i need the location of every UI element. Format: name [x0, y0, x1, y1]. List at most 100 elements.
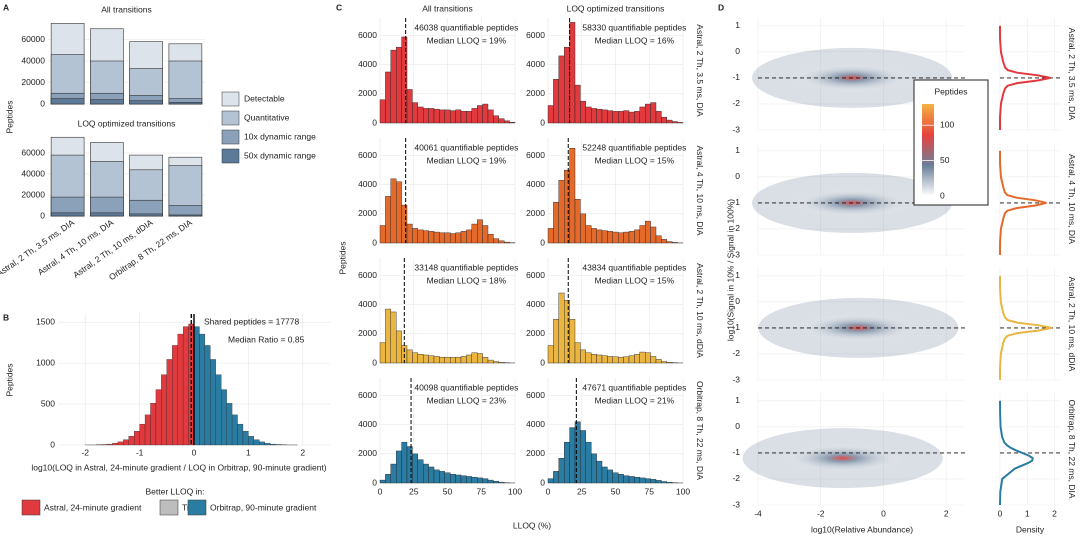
bar [90, 212, 124, 217]
row-label: Astral, 2 Th, 3.5 ms, DIA [1067, 28, 1077, 121]
histogram-bar [417, 229, 424, 244]
y-tick-label: 4000 [358, 299, 377, 309]
histogram-bar [493, 481, 499, 484]
histogram-bar [385, 308, 391, 364]
y-tick-label: 60000 [21, 147, 45, 157]
x-tick-label: 25 [577, 486, 587, 496]
histogram-bar [450, 357, 456, 364]
histogram-bar [460, 475, 467, 484]
y-tick-label: 1000 [36, 357, 55, 367]
histogram-bar [471, 476, 478, 484]
histogram-bar [433, 231, 440, 244]
histogram-bar [666, 119, 673, 124]
annotation: 46038 quantifiable peptides [414, 22, 518, 32]
histogram-bar [623, 356, 630, 364]
histogram-bar [612, 356, 619, 364]
histogram-bar [193, 326, 200, 446]
histogram-bar [509, 122, 516, 124]
histogram-bar [487, 234, 494, 244]
histogram-bar [634, 476, 641, 484]
histogram-bar [471, 108, 478, 124]
x-tick-label: 0 [192, 447, 197, 457]
x-tick-label: 2 [300, 447, 305, 457]
histogram-bar [477, 219, 483, 244]
row-label: Astral, 2 Th, 3.5 ms, DIA [695, 24, 705, 117]
histogram-bar [547, 105, 554, 124]
histogram-bar [612, 111, 619, 124]
histogram-bar [406, 223, 413, 244]
histogram-bar [412, 228, 418, 244]
y-tick-label: 0 [372, 357, 377, 367]
x-axis-label: Density [1016, 524, 1045, 534]
y-tick-label: -1 [732, 447, 740, 457]
histogram-bar [585, 225, 592, 244]
y-tick-label: 1 [735, 395, 740, 405]
histogram-bar [628, 476, 635, 484]
y-tick-label: 0 [735, 421, 740, 431]
histogram-bar [628, 355, 635, 364]
colorbar [922, 104, 934, 196]
histogram-bar [607, 110, 614, 124]
histogram-bar [666, 362, 673, 364]
colorbar-title: Peptides [934, 86, 967, 96]
histogram-bar [401, 204, 408, 244]
histogram-bar [385, 196, 391, 244]
histogram-bar [379, 342, 386, 364]
y-tick-label: 1 [735, 20, 740, 30]
y-tick-label: 2000 [358, 208, 377, 218]
histogram-bar [390, 463, 397, 484]
y-tick-label: -2 [732, 98, 740, 108]
y-tick-label: 1 [735, 270, 740, 280]
strip [690, 138, 708, 243]
row-label: Astral, 4 Th, 10 ms, DIA [1067, 154, 1077, 244]
y-tick-label: 4000 [526, 59, 545, 69]
histogram-bar [428, 231, 435, 244]
y-tick-label: 2000 [358, 328, 377, 338]
panel-label: C [336, 2, 342, 12]
histogram-bar [580, 430, 587, 484]
histogram-bar [564, 441, 570, 484]
y-tick-label: 2000 [358, 88, 377, 98]
x-tick-label: 100 [508, 486, 522, 496]
histogram-bar [460, 111, 467, 124]
histogram-bar [450, 233, 456, 244]
panel-label: B [3, 312, 9, 322]
histogram-bar [406, 89, 413, 124]
histogram-bar [455, 109, 462, 124]
annotation: 33148 quantifiable peptides [414, 262, 518, 272]
density-curve [999, 25, 1051, 131]
histogram-bar [450, 474, 456, 484]
x-tick-label: 1 [1025, 508, 1030, 518]
annotation: 47671 quantifiable peptides [582, 382, 686, 392]
histogram-bar [569, 148, 576, 244]
histogram-bar [591, 108, 597, 124]
x-tick-label: -1 [136, 447, 144, 457]
histogram-bar [482, 225, 489, 244]
histogram-bar [601, 355, 608, 364]
histogram-bar [139, 423, 146, 446]
histogram-bar [423, 354, 429, 364]
legend-label: 10x dynamic range [244, 131, 316, 141]
y-tick-label: 0 [735, 171, 740, 181]
y-tick-label: 4000 [358, 419, 377, 429]
histogram-bar [628, 231, 635, 244]
annotation: Median LLOQ = 16% [595, 35, 675, 45]
annotation: 52248 quantifiable peptides [582, 142, 686, 152]
histogram-bar [444, 472, 451, 484]
annotation: Median LLOQ = 15% [595, 155, 675, 165]
panel-label: D [718, 2, 724, 12]
histogram-bar [498, 481, 505, 484]
y-axis-label: Peptides [337, 241, 347, 274]
x-axis-label: log10(LOQ in Astral, 24-minute gradient … [31, 462, 326, 472]
panel-label: A [3, 2, 9, 12]
histogram-bar [612, 472, 619, 484]
histogram-bar [655, 111, 662, 124]
y-tick-label: -3 [732, 124, 740, 134]
strip [690, 18, 708, 123]
histogram-bar [401, 441, 408, 484]
histogram-bar [661, 361, 668, 364]
histogram-bar [417, 354, 424, 364]
y-axis-label: Peptides [4, 100, 14, 133]
histogram-bar [433, 108, 440, 124]
histogram-bar [444, 109, 451, 124]
